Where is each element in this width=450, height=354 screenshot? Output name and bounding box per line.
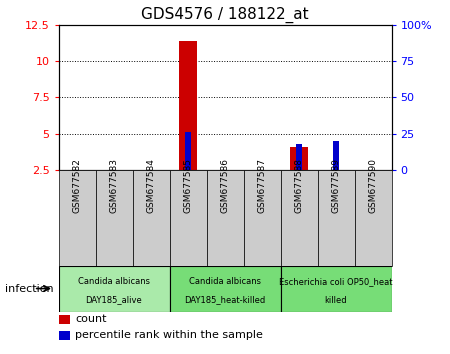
Text: GSM677587: GSM677587 [257,158,266,213]
Text: GSM677582: GSM677582 [72,158,81,213]
Bar [179,41,197,170]
Bar [170,266,280,312]
Bar [243,170,280,266]
Text: percentile rank within the sample: percentile rank within the sample [75,330,263,341]
Title: GDS4576 / 188122_at: GDS4576 / 188122_at [141,7,309,23]
Bar [296,144,302,170]
Text: GSM677584: GSM677584 [147,158,156,213]
Text: count: count [75,314,107,325]
Bar [333,141,339,170]
Bar [318,170,355,266]
Text: GSM677589: GSM677589 [332,158,341,213]
Bar [355,170,392,266]
Bar [290,147,308,170]
Text: GSM677588: GSM677588 [294,158,303,213]
Bar [58,315,70,324]
Text: GSM677585: GSM677585 [184,158,193,213]
Text: DAY185_heat-killed: DAY185_heat-killed [184,296,266,304]
Bar [207,170,243,266]
Text: infection: infection [4,284,53,293]
Bar [132,170,170,266]
Bar [58,170,95,266]
Text: Escherichia coli OP50_heat: Escherichia coli OP50_heat [279,277,393,286]
Bar [280,170,318,266]
Text: killed: killed [325,296,347,304]
Bar [170,170,207,266]
Text: Candida albicans: Candida albicans [189,277,261,286]
Text: GSM677586: GSM677586 [220,158,230,213]
Text: GSM677583: GSM677583 [109,158,118,213]
Bar [184,132,191,170]
Text: Candida albicans: Candida albicans [78,277,150,286]
Bar [280,266,392,312]
Bar [95,170,132,266]
Text: GSM677590: GSM677590 [369,158,378,213]
Bar [58,266,170,312]
Bar [58,331,70,340]
Text: DAY185_alive: DAY185_alive [86,296,142,304]
